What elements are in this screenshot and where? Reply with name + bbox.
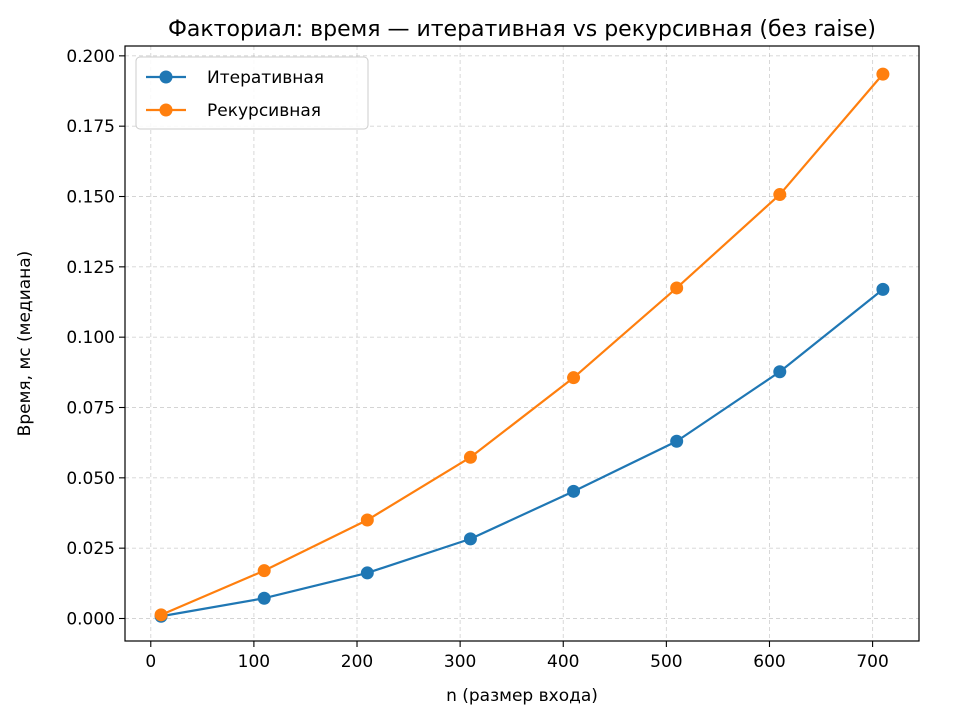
data-point	[670, 281, 684, 295]
x-tick-label: 100	[238, 652, 270, 672]
data-point	[360, 566, 374, 580]
x-tick-label: 300	[444, 652, 476, 672]
plot-frame	[124, 45, 920, 642]
x-tick-label: 600	[753, 652, 785, 672]
data-point	[567, 484, 581, 498]
y-tick-label: 0.125	[66, 258, 115, 278]
data-point	[257, 564, 271, 578]
legend: Итеративная Рекурсивная	[135, 56, 369, 130]
y-tick-label: 0.025	[66, 539, 115, 559]
y-tick-label: 0.175	[66, 117, 115, 137]
legend-box	[135, 56, 369, 130]
series-line	[160, 288, 884, 618]
axis-ticks: 0 100 200 300 400 500 600 700 0.000 0.025 0.050 0.0…	[66, 47, 888, 672]
data-point	[876, 282, 890, 296]
x-tick-label: 500	[650, 652, 682, 672]
y-tick-label: 0.075	[66, 399, 115, 419]
x-tick-label: 400	[547, 652, 579, 672]
data-point	[567, 371, 581, 385]
x-tick-label: 0	[145, 652, 156, 672]
legend-marker	[159, 103, 173, 117]
data-point	[360, 513, 374, 527]
data-point	[154, 608, 168, 622]
data-point	[463, 450, 477, 464]
y-tick-label: 0.050	[66, 469, 115, 489]
data-point	[773, 188, 787, 202]
data-point	[670, 434, 684, 448]
x-axis-label: n (размер входа)	[446, 686, 598, 706]
y-tick-label: 0.150	[66, 188, 115, 208]
grid-lines	[125, 46, 919, 641]
chart-title: Факториал: время — итеративная vs рекурс…	[168, 17, 876, 42]
legend-label: Рекурсивная	[207, 101, 321, 121]
legend-marker	[159, 70, 173, 84]
series-layer	[154, 67, 890, 623]
data-point	[463, 532, 477, 546]
y-axis-label: Время, мс (медиана)	[15, 251, 35, 437]
series-line	[160, 73, 884, 616]
data-point	[257, 591, 271, 605]
y-tick-label: 0.200	[66, 47, 115, 67]
data-point	[773, 365, 787, 379]
y-tick-label: 0.000	[66, 609, 115, 629]
x-tick-label: 200	[341, 652, 373, 672]
data-point	[876, 67, 890, 81]
y-tick-label: 0.100	[66, 328, 115, 348]
series-2	[154, 67, 890, 622]
legend-label: Итеративная	[207, 68, 324, 88]
x-tick-label: 700	[856, 652, 888, 672]
